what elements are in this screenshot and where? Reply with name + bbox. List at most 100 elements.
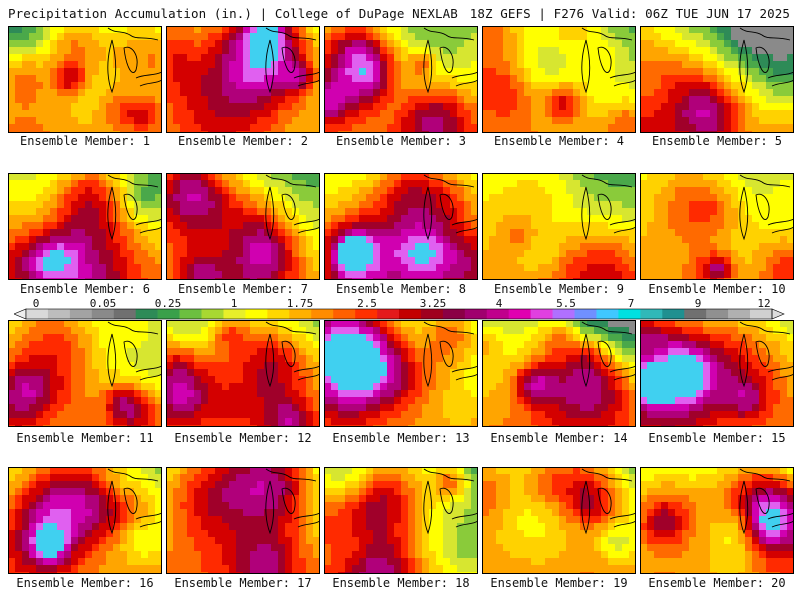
- ensemble-member-map: [8, 467, 162, 574]
- great-lakes-outline: [423, 27, 478, 94]
- ensemble-member-label: Ensemble Member: 16: [16, 576, 154, 590]
- great-lakes-outline: [581, 468, 636, 535]
- colorbar-swatch: [355, 309, 378, 319]
- colorbar-swatch: [333, 309, 356, 319]
- ensemble-member-map: [482, 320, 636, 427]
- colorbar-swatch: [574, 309, 597, 319]
- map-title: Precipitation Accumulation (in.) | Colle…: [8, 6, 458, 21]
- colorbar-swatch: [442, 309, 466, 319]
- colorbar-tick-label: 5.5: [556, 297, 576, 310]
- great-lakes-outline: [107, 27, 162, 94]
- colorbar-swatch: [486, 309, 510, 319]
- precipitation-field: [482, 173, 636, 280]
- colorbar-swatch: [464, 309, 488, 319]
- ensemble-member-label: Ensemble Member: 13: [332, 431, 470, 445]
- ensemble-member-map: [640, 173, 794, 280]
- precipitation-field: [640, 467, 794, 574]
- ensemble-member-map: [166, 467, 320, 574]
- great-lakes-outline: [107, 321, 162, 388]
- colorbar-tick-label: 0.05: [89, 297, 117, 310]
- colorbar-swatch: [69, 309, 93, 319]
- ensemble-member-label: Ensemble Member: 4: [493, 134, 625, 148]
- colorbar-swatch: [508, 309, 531, 319]
- colorbar-swatch: [223, 309, 246, 319]
- ensemble-member-map: [8, 320, 162, 427]
- precipitation-field: [324, 26, 478, 133]
- great-lakes-outline: [107, 174, 162, 241]
- colorbar-swatch: [47, 309, 71, 319]
- ensemble-member-map: [8, 173, 162, 280]
- precipitation-field: [166, 320, 320, 427]
- ensemble-member-map: [482, 173, 636, 280]
- colorbar-swatch: [684, 309, 707, 319]
- ensemble-member-label: Ensemble Member: 17: [174, 576, 312, 590]
- great-lakes-outline: [265, 321, 320, 388]
- precipitation-field: [482, 26, 636, 133]
- colorbar-tick-label: 3.25: [419, 297, 447, 310]
- great-lakes-outline: [265, 468, 320, 535]
- ensemble-member-map: [640, 467, 794, 574]
- great-lakes-outline: [423, 174, 478, 241]
- ensemble-member-label: Ensemble Member: 5: [651, 134, 783, 148]
- great-lakes-outline: [265, 174, 320, 241]
- colorbar-swatch: [26, 309, 49, 319]
- colorbar-swatch: [267, 309, 290, 319]
- precipitation-field: [324, 320, 478, 427]
- ensemble-member-map: [324, 173, 478, 280]
- colorbar-tick-label: 1.75: [286, 297, 314, 310]
- colorbar-swatch: [420, 309, 444, 319]
- colorbar-swatch: [530, 309, 553, 319]
- ensemble-member-map: [482, 467, 636, 574]
- precipitation-field: [166, 26, 320, 133]
- precipitation-field: [640, 26, 794, 133]
- ensemble-member-label: Ensemble Member: 14: [490, 431, 628, 445]
- precipitation-field: [8, 320, 162, 427]
- ensemble-member-label: Ensemble Member: 8: [335, 282, 467, 296]
- colorbar-swatch: [311, 309, 334, 319]
- ensemble-member-map: [166, 26, 320, 133]
- colorbar-swatch: [201, 309, 224, 319]
- ensemble-member-label: Ensemble Member: 20: [648, 576, 786, 590]
- colorbar-tick-label: 4: [495, 297, 503, 310]
- precipitation-field: [8, 26, 162, 133]
- precipitation-field: [640, 173, 794, 280]
- colorbar-swatch: [377, 309, 400, 319]
- great-lakes-outline: [581, 174, 636, 241]
- ensemble-member-label: Ensemble Member: 9: [493, 282, 625, 296]
- precipitation-field: [324, 173, 478, 280]
- colorbar-swatch: [245, 309, 268, 319]
- precipitation-field: [166, 467, 320, 574]
- ensemble-member-label: Ensemble Member: 6: [19, 282, 151, 296]
- ensemble-member-map: [8, 26, 162, 133]
- great-lakes-outline: [581, 27, 636, 94]
- great-lakes-outline: [581, 321, 636, 388]
- ensemble-member-map: [640, 320, 794, 427]
- great-lakes-outline: [423, 468, 478, 535]
- ensemble-member-map: [166, 320, 320, 427]
- ensemble-member-map: [640, 26, 794, 133]
- colorbar-tick-label: 0: [32, 297, 40, 310]
- colorbar-swatch: [662, 309, 685, 319]
- colorbar-swatch: [728, 309, 751, 319]
- ensemble-member-label: Ensemble Member: 2: [177, 134, 309, 148]
- colorbar-tick-label: 2.5: [357, 297, 377, 310]
- colorbar-swatch: [91, 309, 115, 319]
- colorbar-tick-label: 7: [627, 297, 635, 310]
- precipitation-field: [482, 320, 636, 427]
- precipitation-field: [640, 320, 794, 427]
- colorbar-swatch: [706, 309, 729, 319]
- ensemble-member-label: Ensemble Member: 15: [648, 431, 786, 445]
- ensemble-member-label: Ensemble Member: 19: [490, 576, 628, 590]
- ensemble-member-map: [166, 173, 320, 280]
- precipitation-field: [482, 467, 636, 574]
- ensemble-member-label: Ensemble Member: 10: [648, 282, 786, 296]
- model-run-info: 18Z GEFS | F276 Valid: 06Z TUE JUN 17 20…: [469, 6, 790, 21]
- great-lakes-outline: [739, 321, 794, 388]
- colorbar-swatch: [113, 309, 137, 319]
- colorbar-tick-label: 0.25: [154, 297, 182, 310]
- colorbar-swatch: [552, 309, 575, 319]
- great-lakes-outline: [423, 321, 478, 388]
- ensemble-member-map: [482, 26, 636, 133]
- great-lakes-outline: [739, 468, 794, 535]
- ensemble-member-map: [324, 26, 478, 133]
